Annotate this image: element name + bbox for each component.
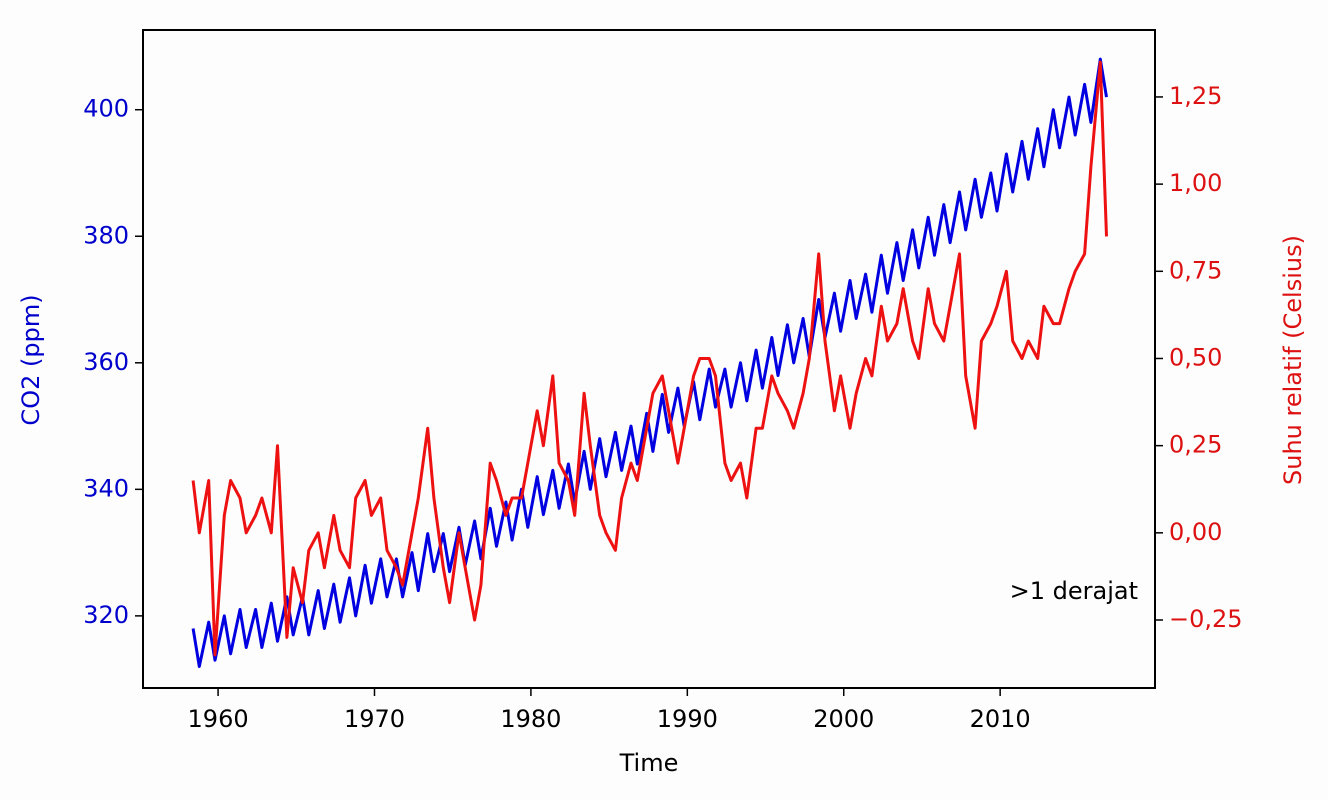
- x-tick-label: 2000: [813, 705, 874, 733]
- plot-frame: [142, 29, 1156, 689]
- series-line: [191, 60, 1108, 657]
- x-tick-label: 1980: [500, 705, 561, 733]
- y2-tick-label: 0,75: [1169, 256, 1222, 284]
- x-tick-label: 1990: [657, 705, 718, 733]
- series-line: [191, 57, 1108, 668]
- y2-tick-label: 1,00: [1169, 169, 1222, 197]
- y2-tick-label: 0,00: [1169, 518, 1222, 546]
- y-tick-label: 380: [83, 221, 129, 249]
- y-axis-label: CO2 (ppm): [17, 294, 45, 425]
- x-tick-label: 2010: [970, 705, 1031, 733]
- y2-tick-label: 0,25: [1169, 431, 1222, 459]
- y-tick-label: 340: [83, 474, 129, 502]
- y2-tick-label: −0,25: [1169, 605, 1243, 633]
- y-tick-label: 400: [83, 95, 129, 123]
- y2-axis-label: Suhu relatif (Celsius): [1279, 235, 1307, 485]
- x-tick-label: 1970: [344, 705, 405, 733]
- y2-tick-label: 1,25: [1169, 82, 1222, 110]
- x-tick-label: 1960: [188, 705, 249, 733]
- x-axis-label: Time: [619, 749, 679, 777]
- annotation: >1 derajat: [1010, 577, 1138, 605]
- y-tick-label: 360: [83, 348, 129, 376]
- y-tick-label: 320: [83, 601, 129, 629]
- y2-tick-label: 0,50: [1169, 343, 1222, 371]
